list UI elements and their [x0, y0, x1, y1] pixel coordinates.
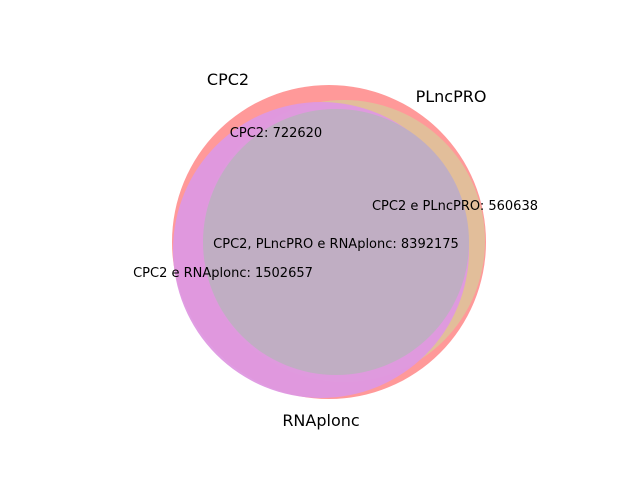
set-label-cpc2: CPC2: [207, 70, 249, 89]
region-label-cpc2-plncpro: CPC2 e PLncPRO: 560638: [372, 199, 538, 214]
region-label-cpc2-rnaplonc: CPC2 e RNAplonc: 1502657: [133, 266, 313, 281]
set-label-plncpro: PLncPRO: [416, 87, 487, 106]
region-label-all-three: CPC2, PLncPRO e RNAplonc: 8392175: [213, 237, 459, 252]
triple-overlap-region: [203, 109, 469, 375]
region-label-cpc2-only: CPC2: 722620: [230, 126, 322, 141]
set-label-rnaplonc: RNAplonc: [282, 411, 359, 430]
